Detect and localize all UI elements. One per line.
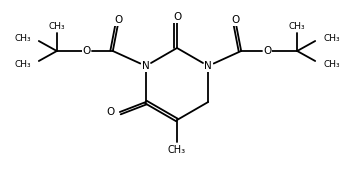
Text: CH₃: CH₃ [289, 22, 306, 30]
Text: O: O [107, 107, 115, 117]
Text: CH₃: CH₃ [14, 34, 31, 42]
Text: CH₃: CH₃ [323, 60, 340, 68]
Text: CH₃: CH₃ [168, 145, 186, 155]
Text: O: O [83, 46, 91, 56]
Text: O: O [115, 15, 123, 25]
Text: O: O [173, 12, 181, 22]
Text: CH₃: CH₃ [14, 60, 31, 68]
Text: CH₃: CH₃ [48, 22, 65, 30]
Text: N: N [142, 61, 150, 71]
Text: O: O [263, 46, 271, 56]
Text: N: N [204, 61, 212, 71]
Text: CH₃: CH₃ [323, 34, 340, 42]
Text: O: O [231, 15, 239, 25]
